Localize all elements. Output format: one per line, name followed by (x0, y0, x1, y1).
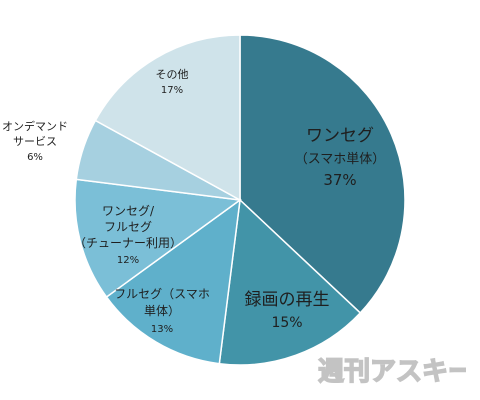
slice-label: フルセグ（スマホ単体） 13% (114, 287, 210, 335)
slice-label-line: （スマホ単体） (295, 151, 386, 167)
pie-slice (239, 34, 406, 315)
slice-label: その他 17% (156, 68, 189, 96)
slice-percent: 6% (27, 152, 43, 163)
slice-label-line: サービス (13, 135, 57, 148)
slice-percent: 15% (271, 315, 302, 331)
pie-slice (105, 198, 241, 365)
pie-slice (218, 198, 362, 366)
slice-percent: 17% (161, 85, 183, 96)
slice-label-line: ワンセグ/ (102, 204, 155, 218)
slice-label-line: フルセグ (104, 220, 152, 234)
watermark-logo: 週刊アスキー (316, 348, 466, 392)
slice-percent: 12% (117, 255, 139, 266)
slice-label-line: 録画の再生 (245, 290, 330, 310)
pie-slice (94, 34, 241, 202)
slice-label-line: ワンセグ (306, 126, 374, 146)
slice-label-line: 単体） (144, 304, 180, 318)
slice-percent: 37% (323, 171, 356, 189)
slice-label-line: フルセグ（スマホ (114, 287, 210, 301)
watermark-text: 週刊アスキー (318, 357, 466, 387)
slice-label-line: オンデマンド (2, 119, 68, 133)
slice-label: 録画の再生 15% (245, 290, 330, 331)
slice-label-line: （チューナー利用） (74, 236, 182, 250)
slice-label: ワンセグ/フルセグ （チューナー利用） 12% (74, 204, 182, 266)
slice-percent: 13% (151, 324, 173, 335)
slice-label-line: その他 (156, 68, 189, 81)
pie-slice (74, 178, 242, 299)
slice-label: ワンセグ （スマホ単体） 37% (295, 126, 386, 189)
